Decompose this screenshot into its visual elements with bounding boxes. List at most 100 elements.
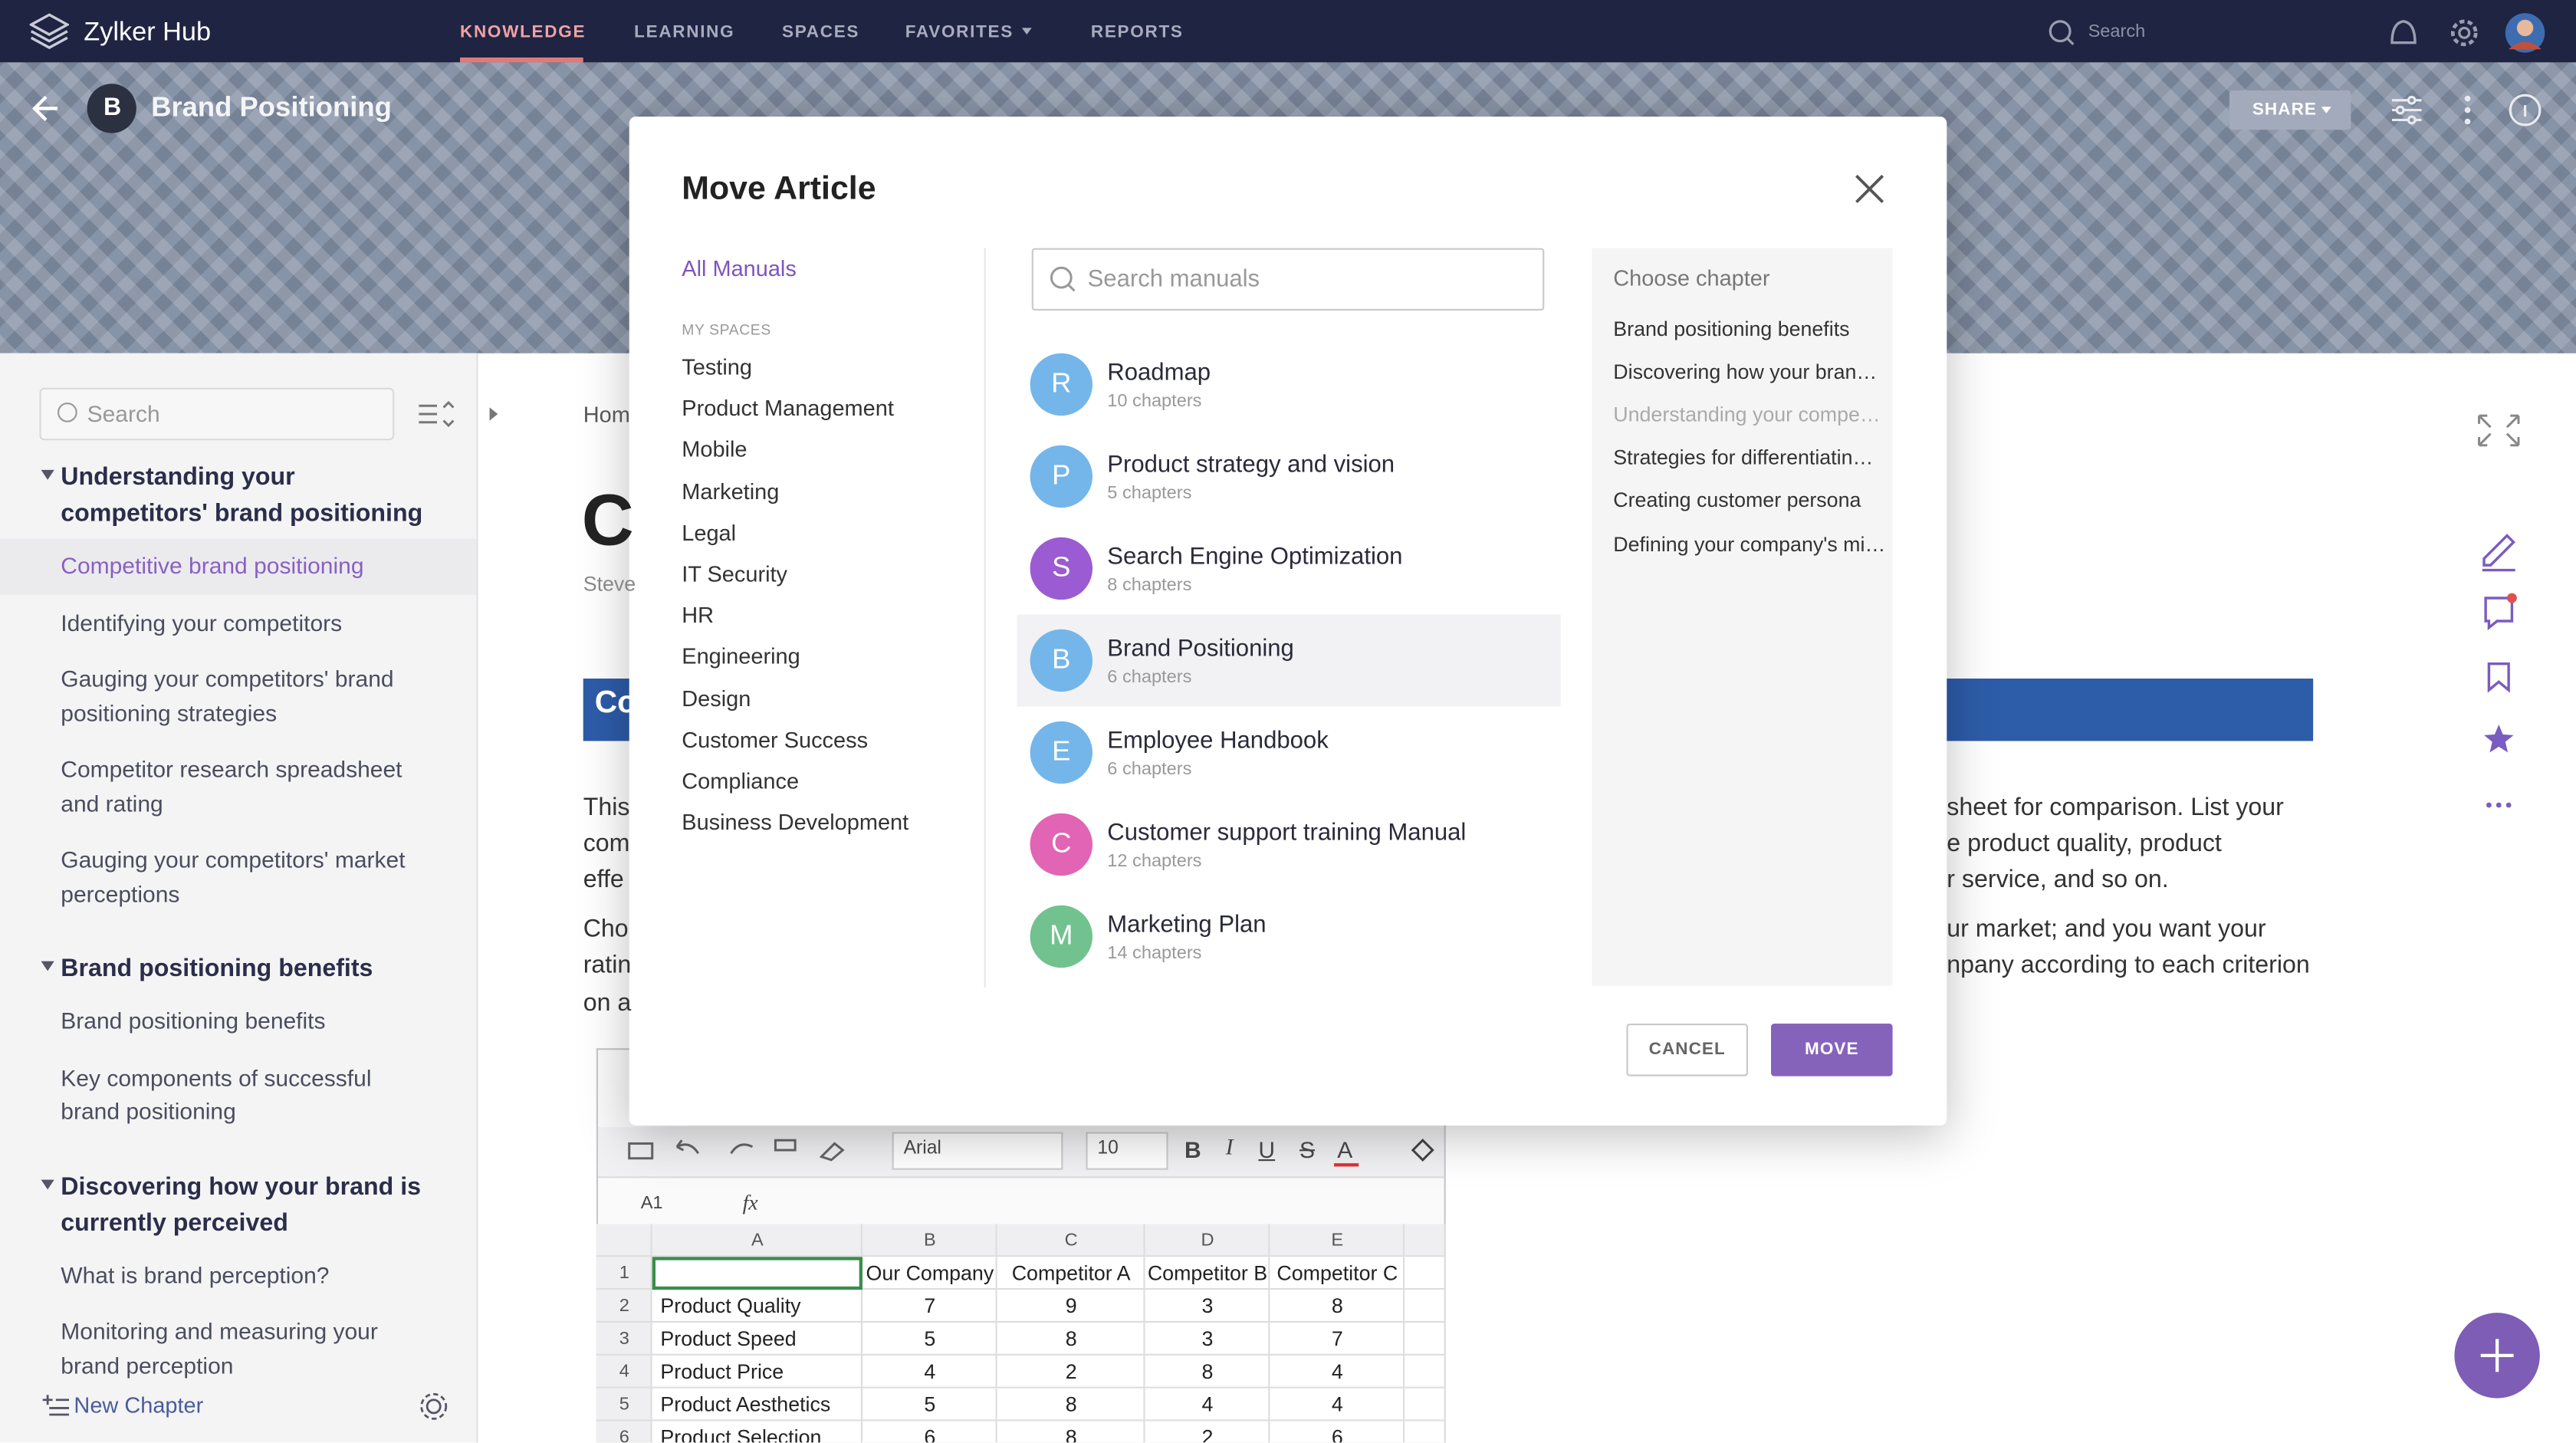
manual-name[interactable]: Product strategy and vision bbox=[1107, 452, 1395, 479]
format-button[interactable]: I bbox=[1225, 1136, 1234, 1162]
section-caret[interactable] bbox=[41, 469, 54, 480]
chapter-option[interactable]: Brand positioning benefits bbox=[1613, 317, 1850, 341]
all-manuals[interactable]: All Manuals bbox=[682, 256, 797, 281]
space-item[interactable]: Mobile bbox=[682, 437, 748, 462]
new-chapter[interactable]: New Chapter bbox=[74, 1392, 204, 1418]
toolbar-icons[interactable] bbox=[624, 1134, 870, 1170]
share-label[interactable]: SHARE bbox=[2252, 100, 2317, 120]
chapter-item[interactable]: Key components of successful brand posit… bbox=[61, 1063, 372, 1124]
chapter-option[interactable]: Strategies for differentiatin… bbox=[1613, 446, 1874, 470]
spreadsheet-size-select[interactable] bbox=[1086, 1132, 1168, 1170]
format-button[interactable]: U bbox=[1258, 1136, 1276, 1163]
chapter-item[interactable]: What is brand perception? bbox=[61, 1261, 330, 1287]
spreadsheet-font-select[interactable] bbox=[892, 1132, 1063, 1170]
manual-avatar[interactable] bbox=[1030, 813, 1092, 876]
section-title[interactable]: Discovering how your brand is currently … bbox=[0, 1169, 476, 1241]
manual-avatar[interactable] bbox=[1030, 905, 1092, 968]
chapter-item[interactable]: Identifying your competitors bbox=[61, 608, 343, 636]
manual-name[interactable]: Brand Positioning bbox=[1107, 636, 1294, 663]
sidebar-search-box[interactable] bbox=[39, 387, 395, 441]
chapter-option[interactable]: Defining your company's mi… bbox=[1613, 532, 1886, 556]
sidebar-icons[interactable] bbox=[411, 394, 510, 433]
share-caret[interactable] bbox=[2321, 107, 2331, 113]
space-item[interactable]: Business Development bbox=[682, 810, 909, 835]
grid-cell bbox=[596, 1323, 652, 1356]
format-button[interactable]: S bbox=[1300, 1136, 1316, 1163]
chapter-item[interactable]: Brand positioning benefits bbox=[61, 1007, 326, 1034]
section-title[interactable]: Understanding your competitors' brand po… bbox=[0, 460, 476, 532]
right-rail-icons[interactable] bbox=[2474, 411, 2523, 822]
manual-avatar[interactable] bbox=[1030, 445, 1092, 508]
column-header: A bbox=[751, 1231, 764, 1251]
sidebar-footer-icons[interactable] bbox=[39, 1389, 450, 1425]
header-icons[interactable] bbox=[2385, 90, 2549, 130]
cancel-button[interactable] bbox=[1626, 1024, 1748, 1076]
nav-item[interactable]: LEARNING bbox=[634, 22, 735, 43]
nav-search[interactable]: Search bbox=[2088, 21, 2146, 42]
article-title: C bbox=[581, 481, 634, 562]
space-item[interactable]: Testing bbox=[682, 354, 752, 380]
row-number: 6 bbox=[619, 1428, 629, 1443]
manual-avatar[interactable] bbox=[1030, 353, 1092, 416]
brand-name: Zylker Hub bbox=[84, 18, 212, 47]
format-button[interactable]: B bbox=[1184, 1136, 1201, 1163]
back-arrow[interactable] bbox=[30, 92, 63, 125]
manual-name[interactable]: Customer support training Manual bbox=[1107, 820, 1467, 847]
manual-name[interactable]: Employee Handbook bbox=[1107, 728, 1329, 755]
value-cell: 5 bbox=[924, 1393, 936, 1417]
selected-cell[interactable] bbox=[652, 1257, 863, 1290]
space-item[interactable]: Product Management bbox=[682, 396, 894, 421]
chapter-item[interactable]: Gauging your competitors' brand position… bbox=[61, 665, 394, 726]
chapter-item[interactable]: Competitor research spreadsheet and rati… bbox=[61, 755, 402, 816]
nav-item[interactable]: FAVORITES bbox=[905, 22, 1014, 43]
font-select[interactable]: Arial bbox=[903, 1139, 941, 1159]
grid-cell bbox=[596, 1421, 652, 1443]
manual-avatar[interactable] bbox=[1030, 629, 1092, 692]
grid-cell bbox=[863, 1355, 997, 1389]
header-cell: Competitor B bbox=[1147, 1261, 1268, 1285]
format-button[interactable]: A bbox=[1337, 1136, 1353, 1163]
manual-name[interactable]: Search Engine Optimization bbox=[1107, 544, 1403, 571]
nav-item[interactable]: SPACES bbox=[781, 22, 860, 43]
search-placeholder[interactable]: Search manuals bbox=[1087, 266, 1260, 294]
section-caret[interactable] bbox=[41, 1178, 54, 1189]
cancel-label[interactable]: CANCEL bbox=[1648, 1039, 1726, 1060]
section-title[interactable]: Brand positioning benefits bbox=[0, 952, 476, 988]
space-item[interactable]: Design bbox=[682, 685, 751, 711]
nav-item[interactable]: REPORTS bbox=[1090, 22, 1184, 43]
manual-chapters: 14 chapters bbox=[1107, 943, 1202, 964]
chapter-item[interactable]: Monitoring and measuring your brand perc… bbox=[61, 1317, 378, 1378]
manual-avatar[interactable] bbox=[1030, 721, 1092, 784]
chapter-item[interactable]: Gauging your competitors' market percept… bbox=[61, 846, 406, 906]
nav-icons[interactable] bbox=[2382, 10, 2563, 56]
manual-search-box[interactable] bbox=[1031, 248, 1545, 311]
row-label: Product Aesthetics bbox=[660, 1393, 831, 1417]
move-button[interactable] bbox=[1771, 1024, 1893, 1076]
manual-name[interactable]: Roadmap bbox=[1107, 360, 1211, 387]
chapter-item[interactable]: Competitive brand positioning bbox=[0, 538, 477, 594]
manual-name[interactable]: Marketing Plan bbox=[1107, 912, 1267, 939]
breadcrumb[interactable]: Hom bbox=[583, 402, 630, 427]
space-item[interactable]: HR bbox=[682, 603, 715, 628]
manual-avatar[interactable] bbox=[1030, 537, 1092, 600]
space-item[interactable]: Compliance bbox=[682, 768, 800, 794]
chapter-option[interactable]: Discovering how your bran… bbox=[1613, 360, 1878, 384]
value-cell: 8 bbox=[1065, 1327, 1077, 1351]
nav-item[interactable]: KNOWLEDGE bbox=[460, 22, 586, 43]
space-item[interactable]: Engineering bbox=[682, 644, 800, 669]
section-caret[interactable] bbox=[41, 961, 54, 971]
grid-cell bbox=[596, 1290, 652, 1323]
space-item[interactable]: Legal bbox=[682, 520, 737, 545]
space-item[interactable]: Marketing bbox=[682, 478, 780, 504]
chapter-option[interactable]: Creating customer persona bbox=[1613, 489, 1861, 513]
space-item[interactable]: IT Security bbox=[682, 561, 788, 587]
move-label[interactable]: MOVE bbox=[1805, 1039, 1859, 1060]
value-cell: 7 bbox=[1331, 1327, 1343, 1351]
space-item[interactable]: Customer Success bbox=[682, 727, 869, 752]
sidebar-search[interactable]: Search bbox=[87, 400, 160, 427]
fill-icon[interactable] bbox=[1406, 1134, 1439, 1167]
modal-close[interactable] bbox=[1853, 173, 1886, 205]
manual-selected-bg bbox=[1017, 614, 1561, 707]
size-select[interactable]: 10 bbox=[1097, 1139, 1119, 1159]
favorites-caret[interactable] bbox=[1021, 28, 1032, 35]
